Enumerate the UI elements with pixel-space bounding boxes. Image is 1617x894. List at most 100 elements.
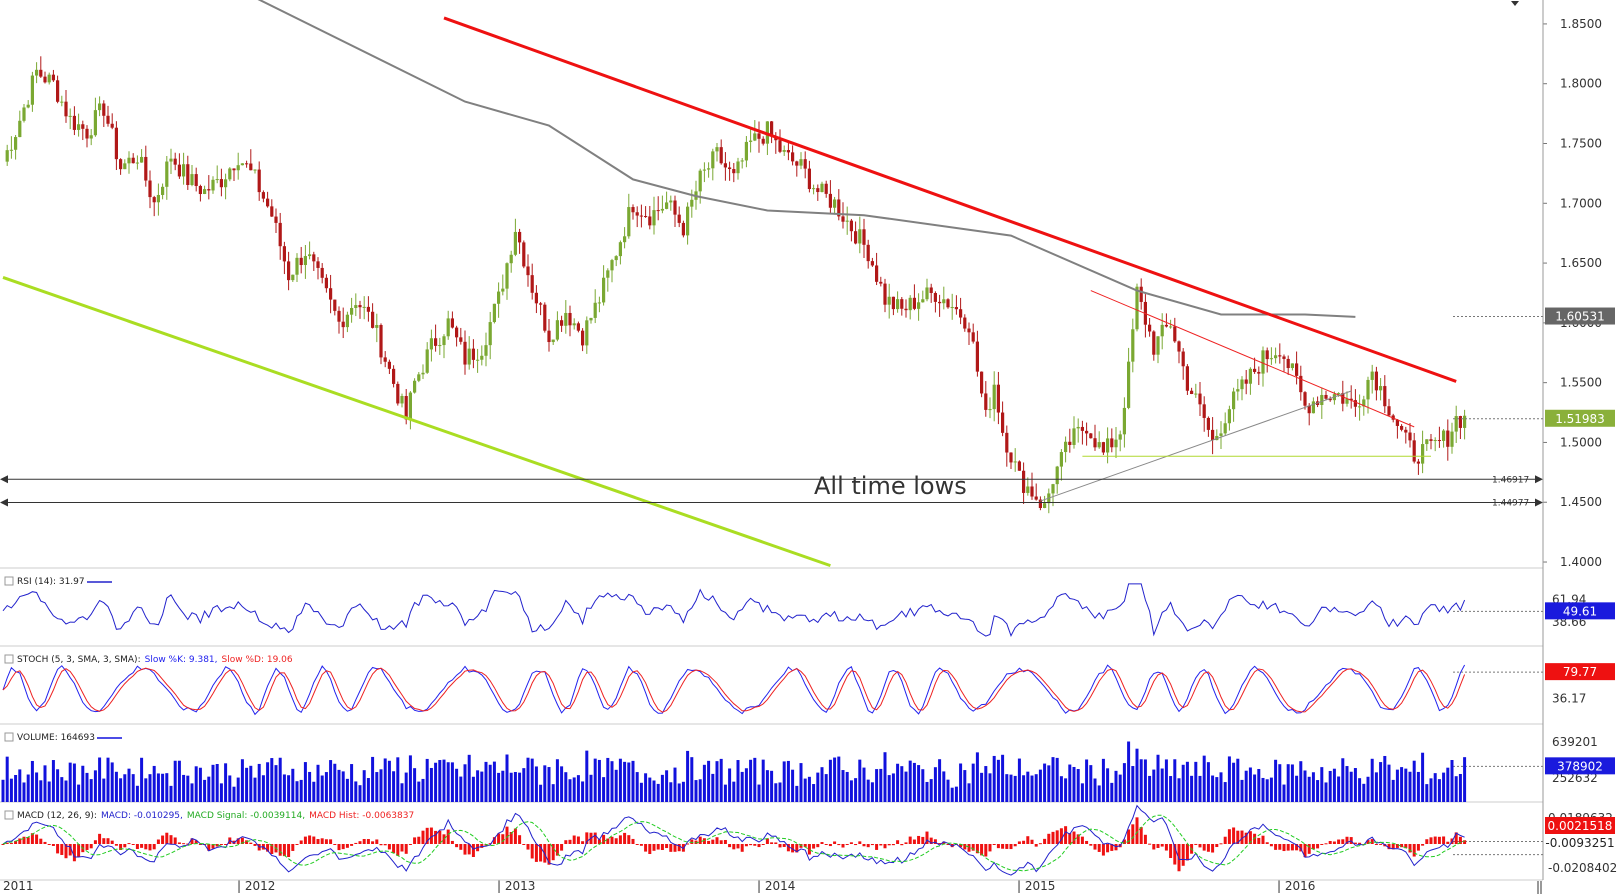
volume-bar [1408,771,1412,802]
macd-hist-bar [43,841,47,844]
macd-hist-bar [933,839,937,844]
candle-body [253,169,257,171]
candle-body [513,231,517,255]
candle-body [942,299,946,304]
macd-hist-bar [1265,842,1269,844]
volume-bar [597,759,601,802]
candle-body [618,242,622,257]
candle-body [68,115,72,117]
volume-bar [887,775,891,802]
candle-body [690,199,694,207]
macd-value-tag-bg [1545,834,1615,851]
volume-bar [249,765,253,802]
volume-bar [1148,775,1152,802]
macd-hist-bar [39,838,43,844]
candle-body [1341,393,1345,404]
volume-bar [761,759,765,802]
candle-body [1085,430,1089,434]
macd-hist-bar [123,844,127,848]
macd-collapse-icon[interactable] [4,810,14,820]
candle-body [1043,503,1047,509]
macd-hist-bar [627,835,631,844]
candle-body [959,309,963,318]
candle-body [1400,425,1404,430]
volume-bar [362,770,366,802]
volume-bar [18,769,22,802]
macd-hist-bar [1160,844,1164,847]
rsi-collapse-icon[interactable] [4,576,14,586]
volume-bar [1446,767,1450,802]
macd-hist-bar [551,844,555,861]
macd-hist-bar [854,844,858,846]
candle-body [1177,341,1181,352]
macd-hist-bar [35,834,39,844]
volume-bar [93,770,97,802]
volume-bar [828,759,832,802]
volume-bar [602,777,606,802]
candle-body [1244,379,1248,384]
volume-bar [1215,777,1219,802]
volume-bar [623,761,627,802]
macd-hist-bar [744,844,748,847]
macd-line [2,804,1465,876]
volume-bar [345,778,349,802]
macd-hist-bar [1026,836,1030,844]
scroll-arrow-icon[interactable] [1511,1,1519,6]
volume-bar [854,778,858,802]
volume-bar [1370,758,1374,802]
volume-bar [421,778,425,802]
volume-bar [282,774,286,802]
candle-body [980,371,984,394]
volume-bar [1257,768,1261,802]
candle-body [812,188,816,190]
candle-body [648,216,652,226]
candle-body [1307,405,1311,414]
macd-hist-bar [85,844,89,850]
volume-bar [131,774,135,802]
candle-body [404,396,408,420]
candle-body [1173,326,1177,342]
candle-body [434,338,438,346]
candle-body [1022,470,1026,493]
candle-body [165,161,169,187]
stoch-collapse-icon[interactable] [4,654,14,664]
macd-hist-bar [362,838,366,844]
macd-hist-bar [870,844,874,846]
volume-bar [677,783,681,802]
macd-hist-bar [400,844,404,852]
macd-hist-bar [1034,844,1038,847]
volume-bar [660,774,664,802]
macd-hist-bar [774,842,778,844]
volume-bar [1131,766,1135,802]
macd-hist-bar [1236,830,1240,844]
candle-body [43,76,47,83]
macd-hist-bar [434,830,438,844]
volume-bar [1022,775,1026,802]
candle-body [1160,324,1164,337]
volume-bar [589,774,593,802]
volume-bar [610,761,614,802]
candle-body [1215,435,1219,441]
candle-body [1202,404,1206,418]
volume-bar [917,765,921,802]
macd-hist-bar [324,839,328,844]
volume-bar [875,769,879,802]
volume-bar [429,767,433,802]
volume-bar [1395,769,1399,802]
macd-hist-bar [623,832,627,844]
candle-body [89,135,93,139]
volume-collapse-icon[interactable] [4,732,14,742]
candle-body [198,185,202,195]
macd-hist-bar [715,837,719,844]
candle-body [186,164,190,185]
macd-hist-bar [463,844,467,855]
volume-bar [1374,772,1378,802]
volume-bar [14,774,18,802]
volume-bar [925,781,929,802]
rsi-value-tag-bg [1545,602,1615,620]
volume-bar [140,757,144,802]
candle-body [123,163,127,170]
candle-body [900,299,904,309]
macd-hist-bar [47,844,51,845]
